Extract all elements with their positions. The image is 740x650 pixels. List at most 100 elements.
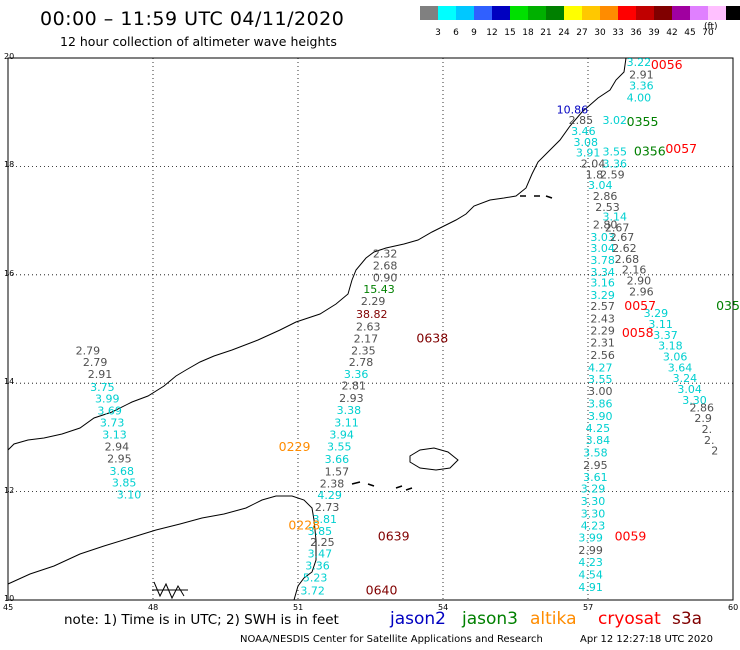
wave-height-value: 3.30 bbox=[682, 394, 707, 407]
scale-swatch bbox=[492, 6, 510, 20]
wave-height-value: 3.03 bbox=[590, 231, 615, 244]
wave-height-value: 3.11 bbox=[334, 417, 359, 430]
scale-swatch bbox=[438, 6, 456, 20]
map-title: 00:00 – 11:59 UTC 04/11/2020 bbox=[40, 8, 345, 30]
wave-height-value: 3.37 bbox=[653, 329, 678, 342]
wave-height-value: 2.59 bbox=[600, 168, 625, 181]
pass-time-label: 0056 bbox=[651, 57, 683, 72]
wave-height-value: 3.64 bbox=[668, 361, 693, 374]
pass-time-label: 0229 bbox=[279, 439, 311, 454]
legend-s3a: s3a bbox=[672, 609, 703, 629]
wave-height-value: 2.94 bbox=[105, 440, 129, 453]
wave-height-value: 3.30 bbox=[581, 495, 606, 508]
map-frame bbox=[7, 57, 734, 601]
wave-height-value: 3.24 bbox=[673, 372, 698, 385]
wave-height-value: 3.36 bbox=[603, 157, 628, 170]
wave-height-value: 2.62 bbox=[612, 242, 637, 255]
wave-height-value: 2.29 bbox=[590, 324, 615, 337]
legend-cryosat: cryosat bbox=[598, 609, 661, 629]
latitude-tick-label: 12 bbox=[4, 485, 15, 495]
latitude-tick-label: 18 bbox=[4, 160, 15, 170]
scale-label: 24 bbox=[558, 28, 570, 38]
wave-height-value: 3.55 bbox=[588, 373, 613, 386]
longitude-tick-label: 51 bbox=[293, 603, 304, 612]
longitude-tick-label: 45 bbox=[3, 603, 14, 612]
scale-label: 30 bbox=[594, 28, 606, 38]
wave-height-value: 3.85 bbox=[308, 525, 333, 538]
scale-swatch bbox=[564, 6, 582, 20]
wave-height-value: 2.67 bbox=[605, 221, 630, 234]
wave-height-value: 3.90 bbox=[588, 410, 613, 423]
wave-height-value: 2.80 bbox=[593, 219, 618, 232]
wave-height-value: 3.94 bbox=[329, 428, 354, 441]
wave-height-value: 2.86 bbox=[593, 190, 618, 203]
scale-swatch bbox=[582, 6, 600, 20]
wave-height-value: 3.85 bbox=[112, 477, 136, 490]
scale-label: 42 bbox=[666, 28, 678, 38]
small-islands bbox=[351, 195, 553, 491]
pass-time-label: 0057 bbox=[624, 298, 656, 313]
scale-swatch bbox=[546, 6, 564, 20]
footer-timestamp: Apr 12 12:27:18 UTC 2020 bbox=[580, 634, 713, 645]
scale-label: 18 bbox=[522, 28, 534, 38]
scale-label: 9 bbox=[471, 28, 477, 38]
wave-height-value: 3.10 bbox=[117, 489, 142, 502]
coastline-somalia bbox=[7, 495, 317, 601]
wave-height-value: 3.36 bbox=[344, 368, 369, 381]
scale-label: 12 bbox=[486, 28, 498, 38]
pass-time-label: 0640 bbox=[366, 583, 398, 598]
pass-time-label: 0356 bbox=[634, 144, 666, 159]
wave-height-value: 1.8 bbox=[586, 168, 604, 181]
wave-height-value: 3.02 bbox=[603, 114, 628, 127]
scale-swatch bbox=[618, 6, 636, 20]
wave-height-value: 2 bbox=[711, 445, 718, 458]
wave-height-value: 2.53 bbox=[595, 201, 620, 214]
pass-time-label: 0228 bbox=[288, 518, 320, 533]
wave-height-value: 2.91 bbox=[88, 368, 113, 381]
wave-height-value: 3.04 bbox=[590, 242, 615, 255]
wave-height-value: 3.00 bbox=[588, 385, 613, 398]
scale-swatch bbox=[708, 6, 726, 20]
footer-credit: NOAA/NESDIS Center for Satellite Applica… bbox=[240, 634, 543, 645]
wave-height-value: 2.43 bbox=[590, 312, 615, 325]
pass-time-label: 0057 bbox=[665, 141, 697, 156]
wave-height-value: 3.04 bbox=[588, 179, 613, 192]
scale-unit: (ft) bbox=[704, 22, 718, 32]
wave-height-value: 3.04 bbox=[677, 383, 702, 396]
wave-height-value: 3.99 bbox=[578, 531, 603, 544]
legend-jason3: jason3 bbox=[462, 609, 518, 629]
legend-altika: altika bbox=[530, 609, 577, 629]
scale-swatch bbox=[654, 6, 672, 20]
wave-height-value: 3.55 bbox=[327, 440, 352, 453]
scale-label: 6 bbox=[453, 28, 459, 38]
wave-height-value: 3.11 bbox=[648, 318, 673, 331]
wave-height-value: 4.25 bbox=[586, 422, 611, 435]
wave-height-value: 3.22 bbox=[627, 56, 652, 69]
wave-height-value: 3.58 bbox=[583, 446, 608, 459]
wave-height-value: 15.43 bbox=[363, 283, 395, 296]
wave-height-value: 3.73 bbox=[100, 417, 125, 430]
wave-height-value: 4.54 bbox=[578, 568, 603, 581]
wave-height-value: 4.23 bbox=[581, 520, 606, 533]
coastline-arabia bbox=[7, 57, 627, 451]
scale-swatch bbox=[690, 6, 708, 20]
wave-height-value: 2.29 bbox=[361, 295, 386, 308]
wave-height-value: 3.75 bbox=[90, 381, 115, 394]
wave-height-value: 2.32 bbox=[373, 247, 398, 260]
wave-height-value: 3.29 bbox=[590, 289, 615, 302]
pass-time-label: 0638 bbox=[416, 331, 448, 346]
scale-label: 70 bbox=[702, 28, 714, 38]
wave-height-value: 4.23 bbox=[578, 556, 603, 569]
wave-height-value: 3.13 bbox=[102, 428, 127, 441]
wave-height-value: 3.72 bbox=[300, 585, 325, 598]
wave-height-value: 3.81 bbox=[313, 513, 338, 526]
wave-height-value: 2.17 bbox=[354, 333, 379, 346]
wave-height-value: 2.78 bbox=[349, 356, 374, 369]
wave-height-value: 2.73 bbox=[315, 501, 340, 514]
wave-height-value: 2. bbox=[702, 423, 713, 436]
wave-height-value: 2.9 bbox=[694, 412, 712, 425]
pass-time-label: 0639 bbox=[378, 528, 410, 543]
wave-height-value: 1.57 bbox=[325, 465, 350, 478]
